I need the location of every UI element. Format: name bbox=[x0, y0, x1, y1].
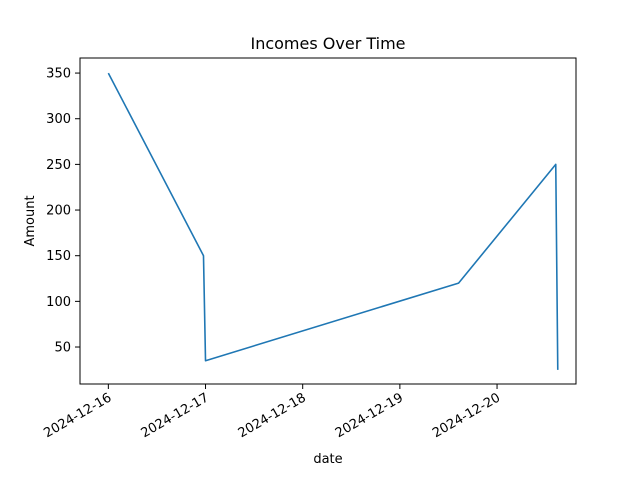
chart-title: Incomes Over Time bbox=[250, 34, 405, 53]
plot-frame bbox=[79, 57, 577, 385]
x-axis-label: date bbox=[313, 452, 342, 467]
y-tick-label: 350 bbox=[46, 67, 71, 82]
y-axis-label: Amount bbox=[23, 195, 38, 246]
y-axis-ticks: 50 100 150 200 250 300 350 bbox=[46, 67, 80, 356]
y-tick-label: 100 bbox=[46, 295, 71, 310]
series-line bbox=[107, 72, 559, 370]
y-tick-label: 300 bbox=[46, 112, 71, 127]
series-layer bbox=[107, 72, 559, 370]
y-tick-label: 150 bbox=[46, 249, 71, 264]
y-tick-label: 250 bbox=[46, 158, 71, 173]
y-tick-label: 50 bbox=[54, 341, 71, 356]
y-tick-label: 200 bbox=[46, 204, 71, 219]
